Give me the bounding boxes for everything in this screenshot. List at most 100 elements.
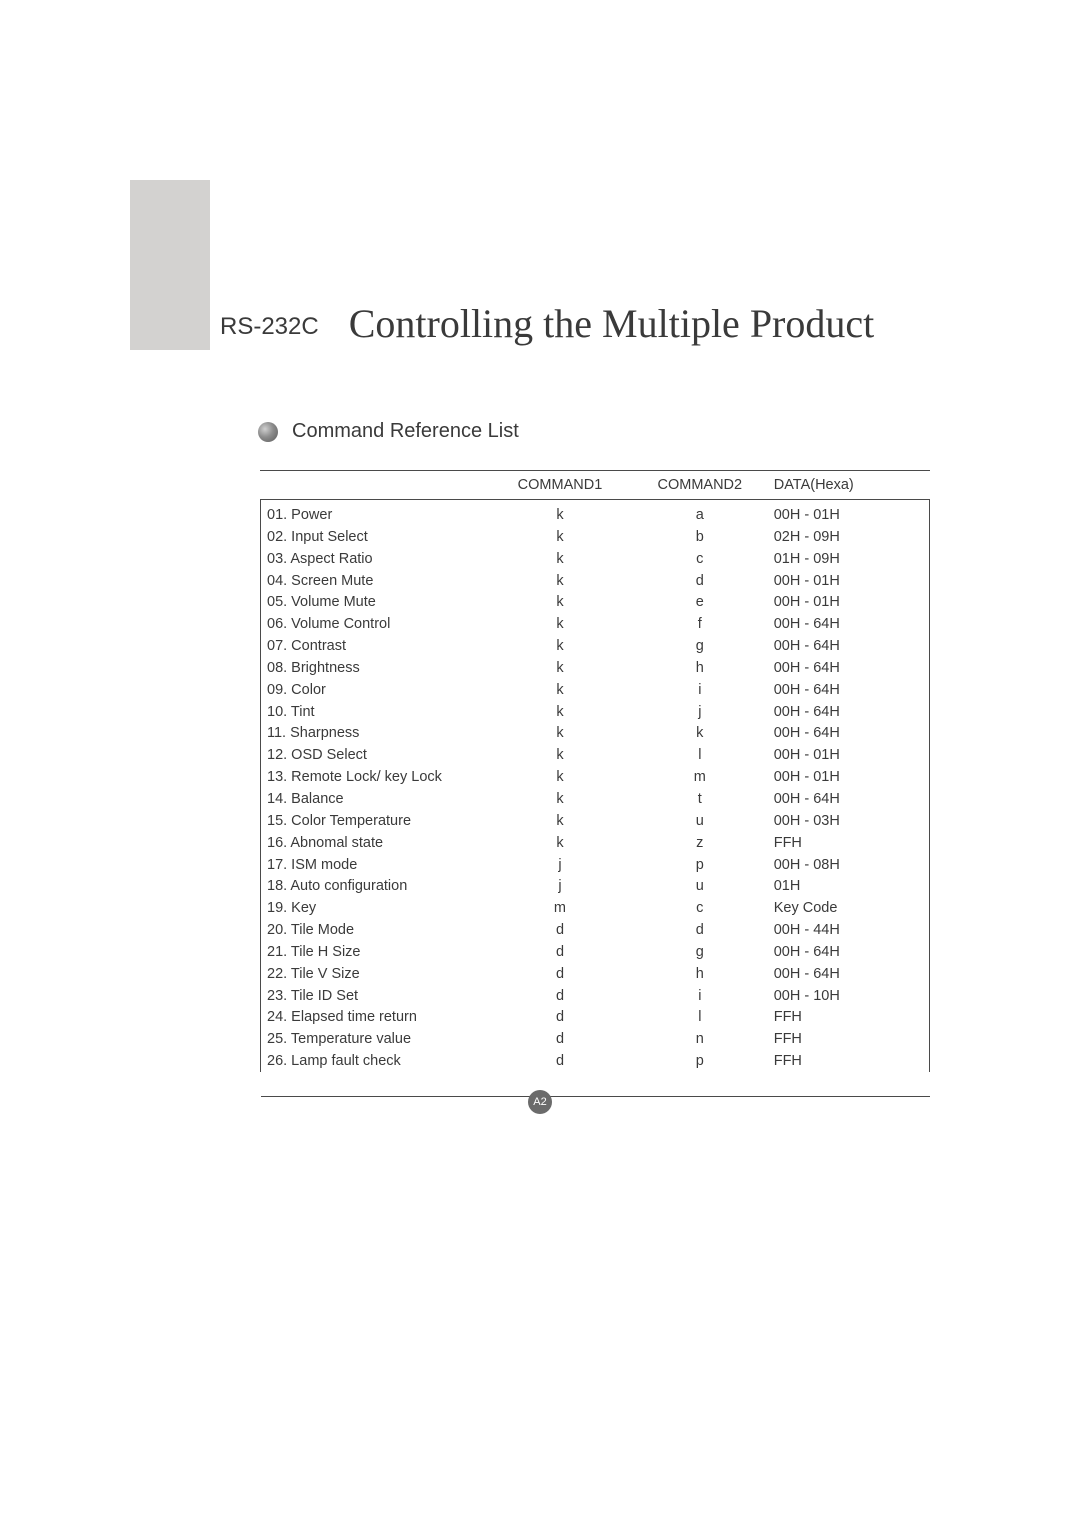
table-row: 08. Brightnesskh00H - 64H (261, 657, 930, 679)
table-row: 19. KeymcKey Code (261, 898, 930, 920)
cell-command2: u (630, 876, 770, 898)
cell-name: 23. Tile ID Set (261, 985, 491, 1007)
cell-command2: d (630, 920, 770, 942)
cell-command2: m (630, 767, 770, 789)
cell-command2: l (630, 1007, 770, 1029)
cell-command1: m (490, 898, 630, 920)
cell-command2: l (630, 745, 770, 767)
cell-command1: k (490, 614, 630, 636)
cell-command2: j (630, 701, 770, 723)
table-row: 07. Contrastkg00H - 64H (261, 636, 930, 658)
title-small: RS-232C (220, 313, 319, 347)
cell-command2: u (630, 810, 770, 832)
page-footer: A2 (0, 1090, 1080, 1114)
table-row: 04. Screen Mutekd00H - 01H (261, 570, 930, 592)
cell-command1: d (490, 985, 630, 1007)
bullet-icon (258, 422, 278, 442)
cell-command1: d (490, 1051, 630, 1073)
table-row: 26. Lamp fault checkdpFFH (261, 1051, 930, 1073)
cell-data: 00H - 01H (770, 745, 930, 767)
cell-command2: c (630, 898, 770, 920)
cell-command2: n (630, 1029, 770, 1051)
cell-name: 03. Aspect Ratio (261, 548, 491, 570)
cell-name: 12. OSD Select (261, 745, 491, 767)
title-big: Controlling the Multiple Product (349, 300, 875, 347)
cell-data: 00H - 10H (770, 985, 930, 1007)
table-row: 12. OSD Selectkl00H - 01H (261, 745, 930, 767)
col-header-command2: COMMAND2 (630, 471, 770, 500)
cell-command1: d (490, 1007, 630, 1029)
cell-command2: p (630, 854, 770, 876)
cell-name: 24. Elapsed time return (261, 1007, 491, 1029)
decorative-gray-block (130, 180, 210, 350)
cell-data: FFH (770, 1051, 930, 1073)
cell-data: 00H - 64H (770, 701, 930, 723)
table-row: 17. ISM modejp00H - 08H (261, 854, 930, 876)
cell-command2: g (630, 941, 770, 963)
cell-command2: a (630, 500, 770, 527)
table-row: 22. Tile V Sizedh00H - 64H (261, 963, 930, 985)
cell-command2: e (630, 592, 770, 614)
cell-command2: t (630, 788, 770, 810)
cell-command1: k (490, 701, 630, 723)
cell-data: 00H - 03H (770, 810, 930, 832)
cell-command1: k (490, 526, 630, 548)
cell-command1: k (490, 548, 630, 570)
cell-command2: i (630, 985, 770, 1007)
cell-data: 00H - 64H (770, 788, 930, 810)
cell-command1: d (490, 941, 630, 963)
cell-data: 00H - 64H (770, 679, 930, 701)
cell-command2: d (630, 570, 770, 592)
table-row: 09. Colorki00H - 64H (261, 679, 930, 701)
cell-name: 15. Color Temperature (261, 810, 491, 832)
cell-command1: k (490, 679, 630, 701)
cell-command1: j (490, 876, 630, 898)
table-row: 03. Aspect Ratiokc01H - 09H (261, 548, 930, 570)
cell-command1: k (490, 592, 630, 614)
cell-data: 00H - 64H (770, 963, 930, 985)
cell-command1: d (490, 963, 630, 985)
cell-name: 19. Key (261, 898, 491, 920)
cell-command2: h (630, 657, 770, 679)
cell-command1: k (490, 767, 630, 789)
cell-name: 14. Balance (261, 788, 491, 810)
cell-command1: k (490, 636, 630, 658)
cell-name: 06. Volume Control (261, 614, 491, 636)
table-row: 23. Tile ID Setdi00H - 10H (261, 985, 930, 1007)
cell-command1: j (490, 854, 630, 876)
cell-data: Key Code (770, 898, 930, 920)
cell-command1: k (490, 832, 630, 854)
cell-data: 00H - 08H (770, 854, 930, 876)
cell-command1: k (490, 723, 630, 745)
cell-data: 00H - 64H (770, 657, 930, 679)
table-row: 16. Abnomal statekzFFH (261, 832, 930, 854)
cell-name: 04. Screen Mute (261, 570, 491, 592)
cell-name: 22. Tile V Size (261, 963, 491, 985)
cell-name: 09. Color (261, 679, 491, 701)
cell-data: 00H - 01H (770, 570, 930, 592)
cell-command2: f (630, 614, 770, 636)
table-row: 11. Sharpnesskk00H - 64H (261, 723, 930, 745)
cell-command1: k (490, 810, 630, 832)
cell-name: 26. Lamp fault check (261, 1051, 491, 1073)
col-header-name (261, 471, 491, 500)
cell-command1: k (490, 788, 630, 810)
cell-command2: h (630, 963, 770, 985)
cell-name: 07. Contrast (261, 636, 491, 658)
col-header-command1: COMMAND1 (490, 471, 630, 500)
table-row: 24. Elapsed time returndlFFH (261, 1007, 930, 1029)
section-title: Command Reference List (292, 420, 519, 443)
cell-data: 02H - 09H (770, 526, 930, 548)
cell-data: 00H - 64H (770, 941, 930, 963)
cell-name: 02. Input Select (261, 526, 491, 548)
table-row: 02. Input Selectkb02H - 09H (261, 526, 930, 548)
cell-command1: k (490, 500, 630, 527)
page-title-row: RS-232C Controlling the Multiple Product (220, 300, 874, 347)
cell-command2: g (630, 636, 770, 658)
cell-command2: i (630, 679, 770, 701)
cell-name: 21. Tile H Size (261, 941, 491, 963)
cell-command2: b (630, 526, 770, 548)
cell-data: 00H - 44H (770, 920, 930, 942)
cell-name: 08. Brightness (261, 657, 491, 679)
cell-data: FFH (770, 1029, 930, 1051)
